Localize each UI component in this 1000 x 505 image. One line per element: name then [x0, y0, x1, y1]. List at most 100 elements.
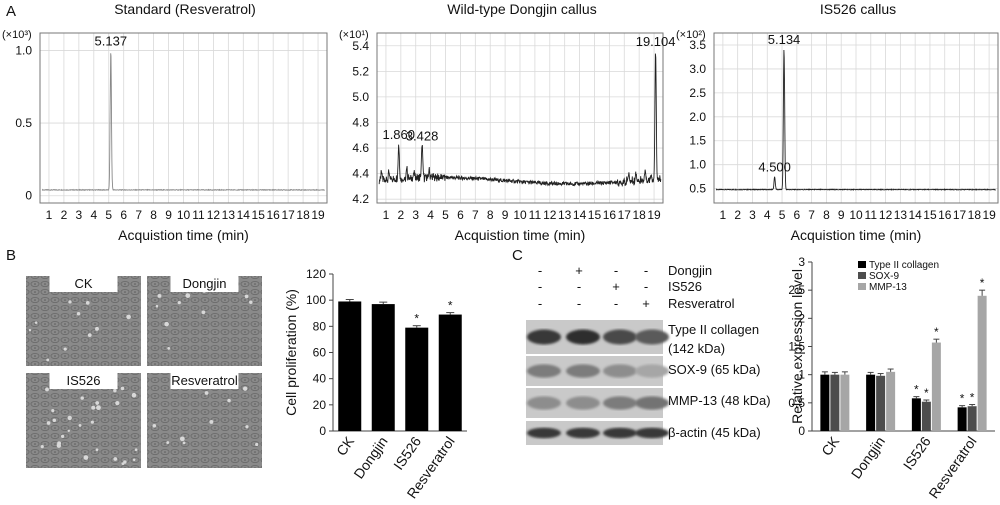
cell-micrographs: CK Dongjin IS526 Resveratrol — [26, 276, 262, 468]
condition-sign: + — [642, 296, 650, 311]
x-tick-label: 15 — [588, 208, 602, 222]
category-label: IS526 — [390, 433, 424, 472]
y-axis-label: Cell proliferation (%) — [283, 289, 299, 416]
condition-label: Resveratrol — [668, 296, 735, 311]
x-tick-label: 15 — [923, 208, 937, 222]
significance-mark: * — [924, 386, 929, 400]
blot-band — [527, 396, 561, 410]
condition-sign: - — [614, 296, 618, 311]
cell-spot — [34, 321, 38, 324]
x-tick-label: 4 — [764, 208, 771, 222]
cell-spot — [90, 420, 94, 424]
photo-label-bg — [170, 276, 239, 292]
y-tick-label: 2.5 — [788, 283, 805, 297]
y-axis-label: Relative expression level — [789, 269, 805, 424]
blot-band — [635, 396, 669, 410]
legend-label: MMP-13 — [869, 282, 907, 293]
significance-mark: * — [934, 325, 939, 339]
cell-spot — [113, 388, 117, 393]
cell-spot — [57, 441, 62, 446]
x-tick-label: 6 — [793, 208, 800, 222]
blot-band — [603, 427, 637, 439]
y-tick-label: 1.0 — [689, 158, 706, 172]
x-tick-label: 18 — [296, 208, 310, 222]
significance-mark: * — [414, 312, 419, 326]
photo-label-bg — [170, 373, 239, 389]
cell-spot — [95, 401, 100, 405]
y-tick-label: 5.0 — [352, 90, 369, 104]
x-tick-label: 15 — [252, 208, 266, 222]
condition-sign: - — [644, 263, 648, 278]
chromatogram-title: Standard (Resveratrol) — [114, 1, 256, 17]
blot-band — [566, 396, 600, 410]
x-tick-label: 19 — [647, 208, 661, 222]
x-tick-label: 11 — [529, 208, 542, 222]
x-tick-label: 13 — [222, 208, 236, 222]
y-tick-label: 4.6 — [352, 141, 369, 155]
cell-spot — [67, 429, 70, 432]
cell-spot — [179, 436, 185, 442]
x-tick-label: 18 — [968, 208, 982, 222]
blot-band — [603, 396, 637, 410]
y-tick-label: 4.8 — [352, 115, 369, 129]
photo-label: CK — [74, 276, 92, 291]
legend-label: Type II collagen — [869, 260, 939, 271]
significance-mark: * — [980, 276, 985, 290]
band-label: β-actin (45 kDa) — [668, 425, 761, 440]
x-tick-label: 17 — [953, 208, 967, 222]
cell-spot — [132, 458, 136, 462]
cell-spot — [76, 311, 81, 316]
x-tick-label: 1 — [46, 208, 53, 222]
photo-label: IS526 — [67, 373, 101, 388]
x-tick-label: 16 — [267, 208, 281, 222]
chromatogram-trace — [41, 53, 325, 192]
significance-mark: * — [914, 383, 919, 397]
y-tick-label: 4.4 — [352, 167, 369, 181]
condition-sign: - — [538, 296, 542, 311]
cell-spot — [113, 457, 118, 461]
x-tick-label: 1 — [383, 208, 390, 222]
cell-spot — [164, 321, 169, 327]
x-tick-label: 10 — [513, 208, 527, 222]
condition-sign: - — [644, 279, 648, 294]
cell-spot — [46, 421, 51, 425]
x-tick-label: 17 — [281, 208, 295, 222]
chromatogram-dongjin: Wild-type Dongjin callus(×10¹)1 2 3 4 5 6 7 8 9 1… — [339, 1, 675, 243]
bar — [405, 327, 429, 431]
bar — [438, 314, 462, 431]
plot-frame — [713, 32, 999, 204]
y-tick-label: 4.2 — [352, 192, 369, 206]
x-tick-label: 11 — [192, 208, 205, 222]
cell-spot — [96, 405, 101, 411]
x-tick-label: 6 — [120, 208, 127, 222]
x-tick-label: 8 — [823, 208, 830, 222]
y-tick-label: 5.2 — [352, 64, 369, 78]
y-tick-label: 2 — [798, 311, 805, 325]
x-tick-label: 7 — [808, 208, 815, 222]
photo-label: Resveratrol — [171, 373, 238, 388]
x-tick-label: 18 — [632, 208, 646, 222]
cell-spot — [83, 455, 89, 460]
x-tick-label: 4 — [90, 208, 97, 222]
x-tick-label: 12 — [879, 208, 893, 222]
bar — [338, 301, 362, 431]
cell-spot — [227, 398, 231, 403]
y-tick-label: 0.5 — [15, 116, 32, 130]
y-tick-label: 1 — [798, 368, 805, 382]
x-tick-label: 3 — [76, 208, 83, 222]
cell-spot — [115, 401, 120, 406]
peak-label: 19.104 — [636, 34, 676, 49]
x-tick-label: 16 — [603, 208, 617, 222]
plot-frame — [39, 32, 328, 204]
cell-spot — [63, 347, 67, 351]
bar — [957, 407, 967, 431]
photo-label-bg — [49, 276, 118, 292]
chromatogram-trace — [378, 53, 662, 187]
cell-spot — [167, 346, 171, 350]
x-tick-label: 5 — [442, 208, 449, 222]
y-tick-label: 0 — [798, 424, 805, 438]
x-tick-label: 4 — [427, 208, 434, 222]
bar — [371, 304, 395, 431]
cell-spot — [51, 408, 55, 413]
